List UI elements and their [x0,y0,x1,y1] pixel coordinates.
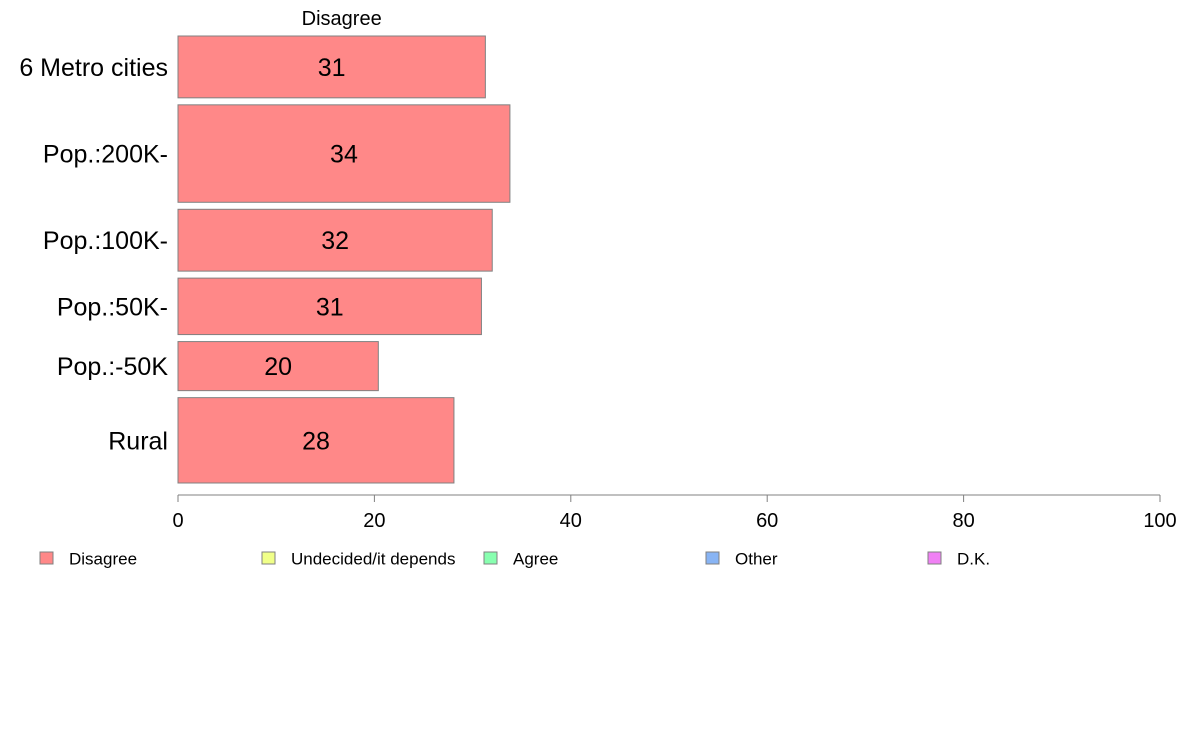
data-label-5: 28 [302,427,330,455]
x-tick-label-3: 60 [756,510,778,532]
bars-group: 6 Metro cities 31 Pop.:200K- 34 Pop.:100K- 32… [19,35,511,484]
bar-5 [177,397,455,484]
legend-swatch-2 [483,551,498,565]
panel-title: Disagree [302,8,382,30]
x-tick-label-2: 40 [560,510,582,532]
x-tick-label-4: 80 [952,510,974,532]
data-label-4: 20 [264,353,292,381]
category-label-3: Pop.:50K- [57,293,168,321]
data-label-0: 31 [318,54,346,82]
x-tick-label-0: 0 [172,510,183,532]
legend-label-4: D.K. [957,550,990,569]
data-label-3: 31 [316,293,344,321]
bar-1 [177,104,511,203]
x-axis: 0 20 40 60 80 100 [172,494,1177,532]
category-label-0: 6 Metro cities [19,54,168,82]
legend-swatch-1 [261,551,276,565]
x-tick-label-5: 100 [1143,510,1176,532]
legend-label-0: Disagree [69,550,137,569]
legend-swatch-4 [927,551,942,565]
bar-2 [177,208,493,272]
category-label-2: Pop.:100K- [43,227,168,255]
legend-label-1: Undecided/it depends [291,550,455,569]
legend-label-2: Agree [513,550,558,569]
legend-swatch-3 [705,551,720,565]
category-label-1: Pop.:200K- [43,141,168,169]
x-tick-label-1: 20 [363,510,385,532]
legend-swatch-0 [39,551,54,565]
bar-3 [177,277,482,336]
legend-label-3: Other [735,550,778,569]
bar-4 [177,341,379,392]
data-label-1: 34 [330,141,358,169]
category-label-4: Pop.:-50K [57,353,169,381]
bar-0 [177,35,486,99]
legend: Disagree Undecided/it depends Agree Other D.… [39,550,990,569]
data-label-2: 32 [321,227,349,255]
category-label-5: Rural [108,427,168,455]
